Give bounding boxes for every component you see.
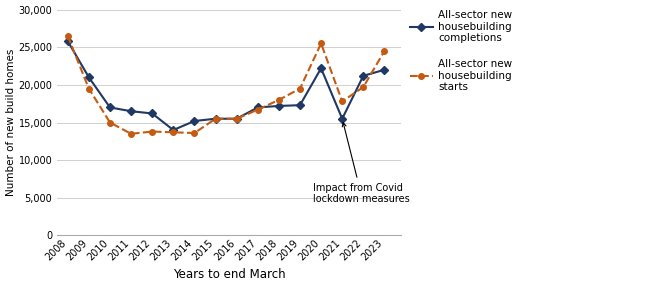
- All-sector new
housebuilding
starts: [232, 117, 240, 121]
- All-sector new
housebuilding
starts: [380, 49, 388, 53]
- All-sector new
housebuilding
completions: [360, 74, 368, 77]
- All-sector new
housebuilding
completions: [169, 128, 177, 132]
- All-sector new
housebuilding
completions: [149, 112, 157, 115]
- All-sector new
housebuilding
completions: [296, 103, 304, 107]
- All-sector new
housebuilding
completions: [212, 117, 220, 121]
- All-sector new
housebuilding
starts: [106, 121, 114, 124]
- All-sector new
housebuilding
completions: [338, 117, 346, 121]
- All-sector new
housebuilding
completions: [232, 117, 240, 121]
- X-axis label: Years to end March: Years to end March: [173, 268, 286, 282]
- All-sector new
housebuilding
completions: [190, 119, 198, 123]
- Text: Impact from Covid
lockdown measures: Impact from Covid lockdown measures: [312, 123, 410, 204]
- All-sector new
housebuilding
completions: [254, 106, 262, 109]
- All-sector new
housebuilding
starts: [338, 100, 346, 103]
- All-sector new
housebuilding
completions: [64, 39, 72, 43]
- All-sector new
housebuilding
completions: [317, 67, 325, 70]
- All-sector new
housebuilding
starts: [190, 131, 198, 135]
- All-sector new
housebuilding
starts: [64, 34, 72, 38]
- Legend: All-sector new
housebuilding
completions, All-sector new
housebuilding
starts: All-sector new housebuilding completions…: [410, 10, 512, 92]
- Line: All-sector new
housebuilding
completions: All-sector new housebuilding completions: [65, 38, 387, 133]
- All-sector new
housebuilding
completions: [106, 106, 114, 109]
- All-sector new
housebuilding
starts: [85, 87, 93, 90]
- All-sector new
housebuilding
starts: [212, 117, 220, 121]
- All-sector new
housebuilding
starts: [149, 130, 157, 133]
- All-sector new
housebuilding
completions: [380, 68, 388, 71]
- All-sector new
housebuilding
completions: [127, 109, 135, 113]
- All-sector new
housebuilding
starts: [127, 132, 135, 135]
- All-sector new
housebuilding
starts: [360, 86, 368, 89]
- All-sector new
housebuilding
completions: [85, 75, 93, 79]
- All-sector new
housebuilding
starts: [254, 108, 262, 111]
- All-sector new
housebuilding
starts: [296, 87, 304, 90]
- All-sector new
housebuilding
starts: [275, 98, 283, 102]
- Line: All-sector new
housebuilding
starts: All-sector new housebuilding starts: [65, 33, 387, 137]
- All-sector new
housebuilding
completions: [275, 104, 283, 108]
- All-sector new
housebuilding
starts: [317, 42, 325, 45]
- All-sector new
housebuilding
starts: [169, 131, 177, 134]
- Y-axis label: Number of new build homes: Number of new build homes: [5, 49, 15, 196]
